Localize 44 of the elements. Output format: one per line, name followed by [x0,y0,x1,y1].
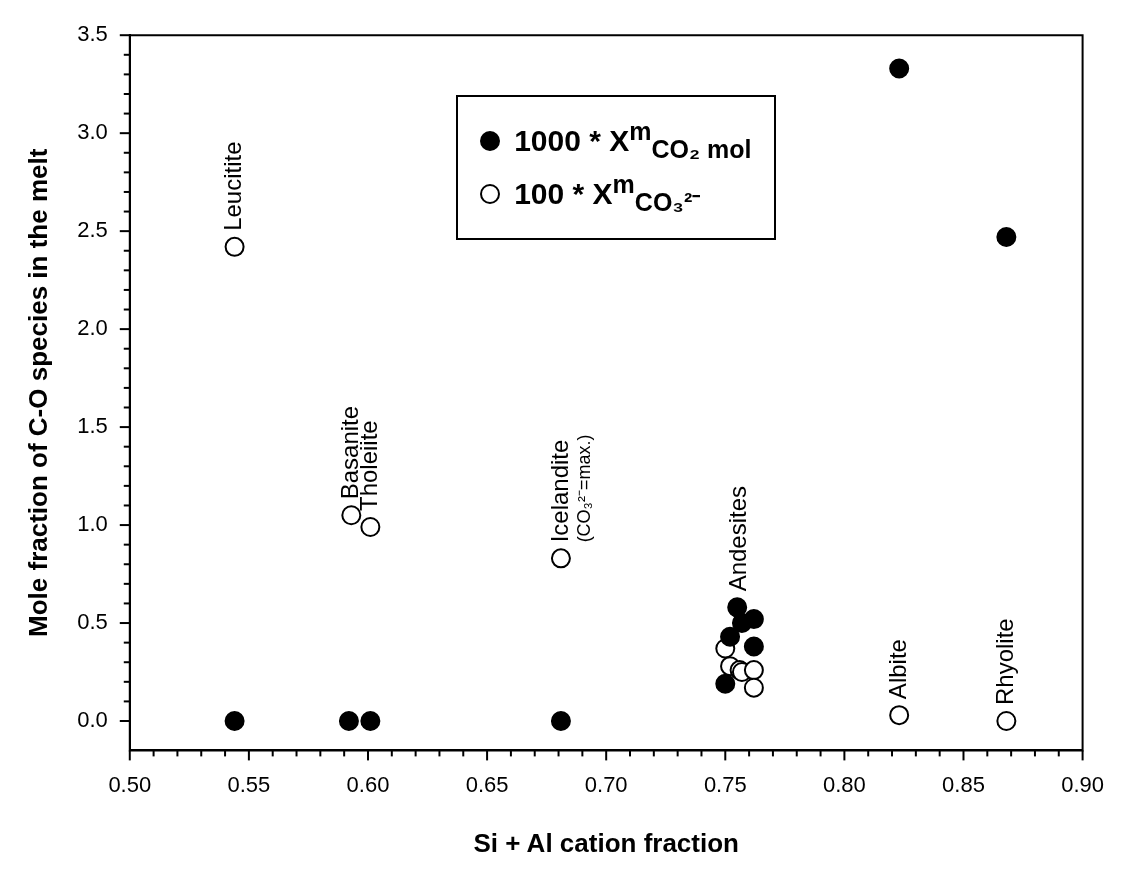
y-tick-label: 1.0 [77,511,108,537]
y-tick-label: 0.0 [77,707,108,733]
x-tick-label: 0.85 [942,771,985,797]
point [743,660,764,681]
y-tick-label: 0.5 [77,609,108,635]
y-tick-label: 1.5 [77,413,108,439]
point [224,711,245,732]
point [743,636,764,657]
point [720,626,741,647]
y-axis-title: Mole fraction of C-O species in the melt [22,148,53,637]
point [996,711,1017,732]
annotation: (CO₃²⁻=max.) [573,434,594,543]
x-tick-label: 0.70 [584,771,628,797]
annotation: Rhyolite [990,618,1018,706]
x-tick-label: 0.50 [108,771,152,797]
point [550,711,571,732]
point [341,505,362,526]
point [360,711,381,732]
point [889,705,910,726]
point [731,613,752,634]
x-tick-label: 0.65 [465,771,509,797]
y-tick-label: 3.5 [77,21,108,47]
point [727,597,748,618]
x-tick-label: 0.90 [1061,771,1104,797]
point [996,227,1017,248]
x-tick-label: 0.80 [822,771,866,797]
point [360,517,381,538]
point [224,236,245,257]
annotation: Icelandite [545,439,573,543]
annotation: Albite [883,639,911,700]
point [743,677,764,698]
point [550,548,571,569]
y-tick-label: 2.0 [77,315,108,341]
x-tick-label: 0.75 [703,771,747,797]
annotation: Andesites [724,485,752,592]
annotation: Leucitite [219,141,247,231]
point [889,58,910,79]
y-tick-label: 3.0 [77,119,108,145]
y-tick-label: 2.5 [77,217,108,243]
point [338,711,359,732]
point [715,673,736,694]
x-axis-title: Si + Al cation fraction [473,827,739,858]
x-tick-label: 0.55 [227,771,271,797]
x-tick-label: 0.60 [346,771,390,797]
